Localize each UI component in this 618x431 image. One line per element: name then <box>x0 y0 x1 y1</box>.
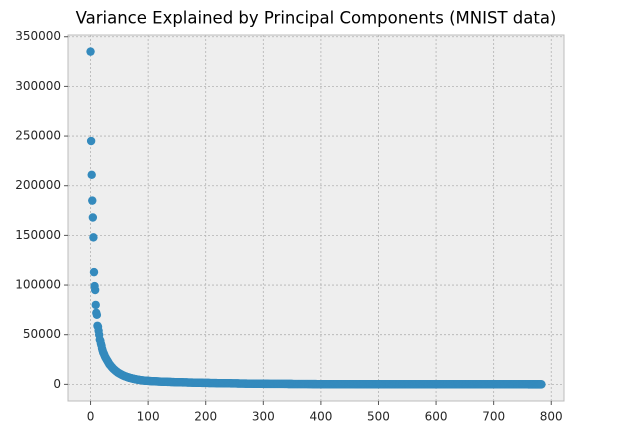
point <box>89 233 98 242</box>
y-tick-label: 200000 <box>15 178 61 192</box>
point <box>89 267 99 277</box>
y-tick-label: 0 <box>53 377 61 391</box>
y-tick-label: 250000 <box>15 129 61 143</box>
x-tick-label: 200 <box>194 410 217 424</box>
y-tick-label: 50000 <box>23 327 61 341</box>
x-tick-label: 500 <box>367 410 390 424</box>
y-tick-label: 350000 <box>15 29 61 43</box>
x-tick-label: 100 <box>137 410 160 424</box>
x-tick-label: 300 <box>252 410 275 424</box>
y-tick-label: 150000 <box>15 228 61 242</box>
plot-area <box>68 35 564 401</box>
point <box>87 170 96 179</box>
points <box>86 47 546 389</box>
y-tick-label: 300000 <box>15 79 61 93</box>
x-tick-label: 700 <box>482 410 505 424</box>
x-tick-label: 400 <box>309 410 332 424</box>
x-tick-label: 800 <box>540 410 563 424</box>
point <box>88 196 97 205</box>
point <box>86 47 95 56</box>
plot-frame <box>67 34 565 402</box>
x-tick-label: 600 <box>425 410 448 424</box>
point <box>86 136 96 146</box>
point <box>91 300 100 310</box>
point <box>88 213 98 222</box>
ticks: 0 100 200 300 400 500 600 700 800 0 50000 100000 150… <box>15 29 563 423</box>
point <box>90 285 100 295</box>
chart-title: Variance Explained by Principal Componen… <box>76 9 557 28</box>
point <box>92 310 102 320</box>
y-tick-label: 100000 <box>15 278 61 292</box>
x-tick-label: 0 <box>87 410 95 424</box>
point <box>537 380 546 389</box>
